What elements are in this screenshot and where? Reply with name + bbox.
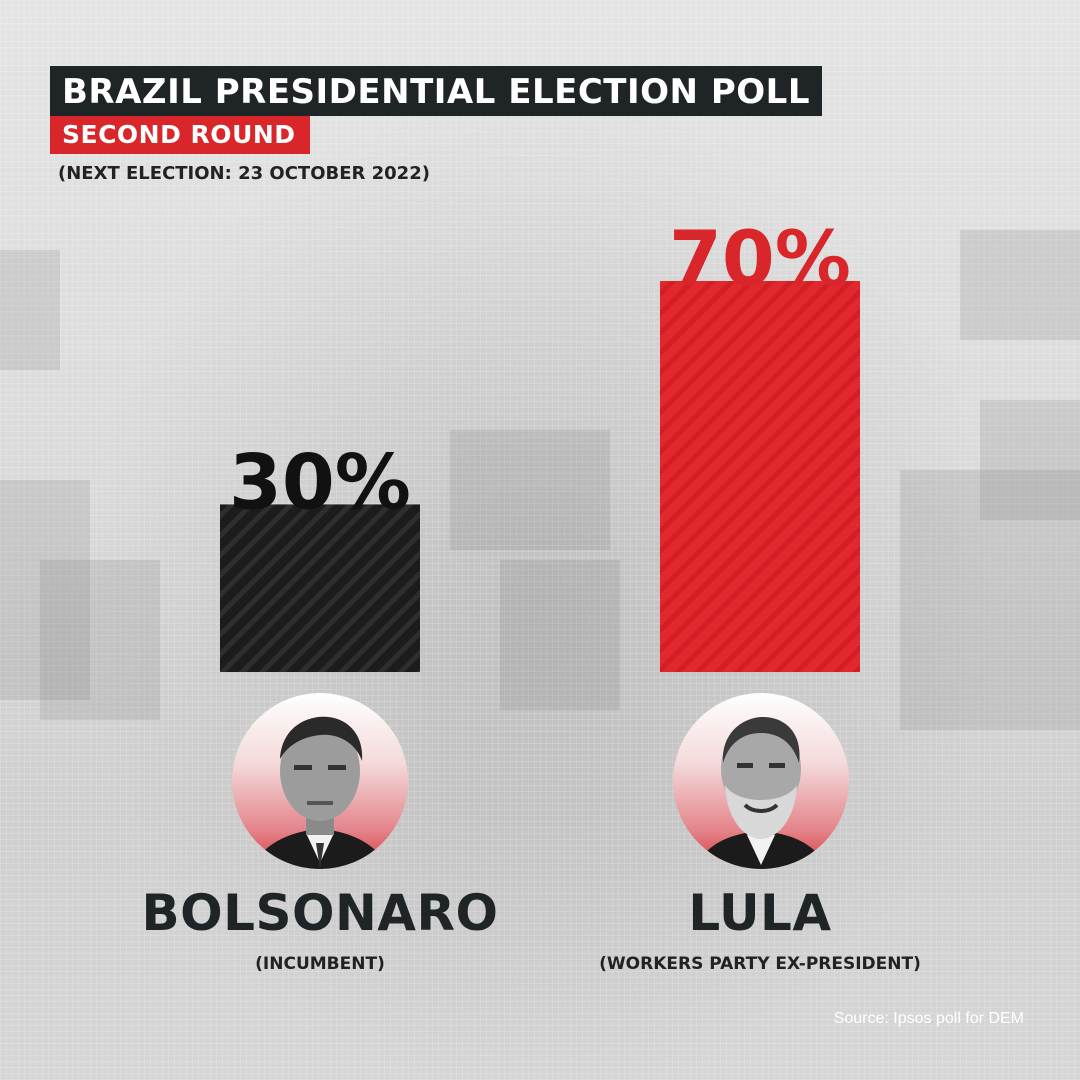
candidate-name-lula: LULA	[688, 884, 832, 942]
value-label-lula: 70%	[669, 214, 851, 303]
chart-subtitle: SECOND ROUND	[50, 116, 310, 154]
bolsonaro-portrait-icon	[252, 716, 388, 869]
bolsonaro-avatar	[232, 693, 408, 869]
header: BRAZIL PRESIDENTIAL ELECTION POLL SECOND…	[50, 66, 822, 154]
candidate-desc-bolsonaro: (INCUMBENT)	[255, 954, 385, 974]
value-label-bolsonaro: 30%	[229, 437, 411, 526]
bar-lula	[660, 281, 860, 672]
chart-title: BRAZIL PRESIDENTIAL ELECTION POLL	[50, 66, 822, 116]
lula-portrait-icon	[695, 717, 827, 869]
candidate-name-bolsonaro: BOLSONARO	[141, 884, 499, 942]
lula-avatar	[673, 693, 849, 869]
candidate-desc-lula: (WORKERS PARTY EX-PRESIDENT)	[599, 954, 921, 974]
election-date-note: (NEXT ELECTION: 23 OCTOBER 2022)	[58, 163, 430, 184]
source-note: Source: Ipsos poll for DEM	[833, 1010, 1024, 1027]
bar-bolsonaro	[220, 504, 420, 672]
